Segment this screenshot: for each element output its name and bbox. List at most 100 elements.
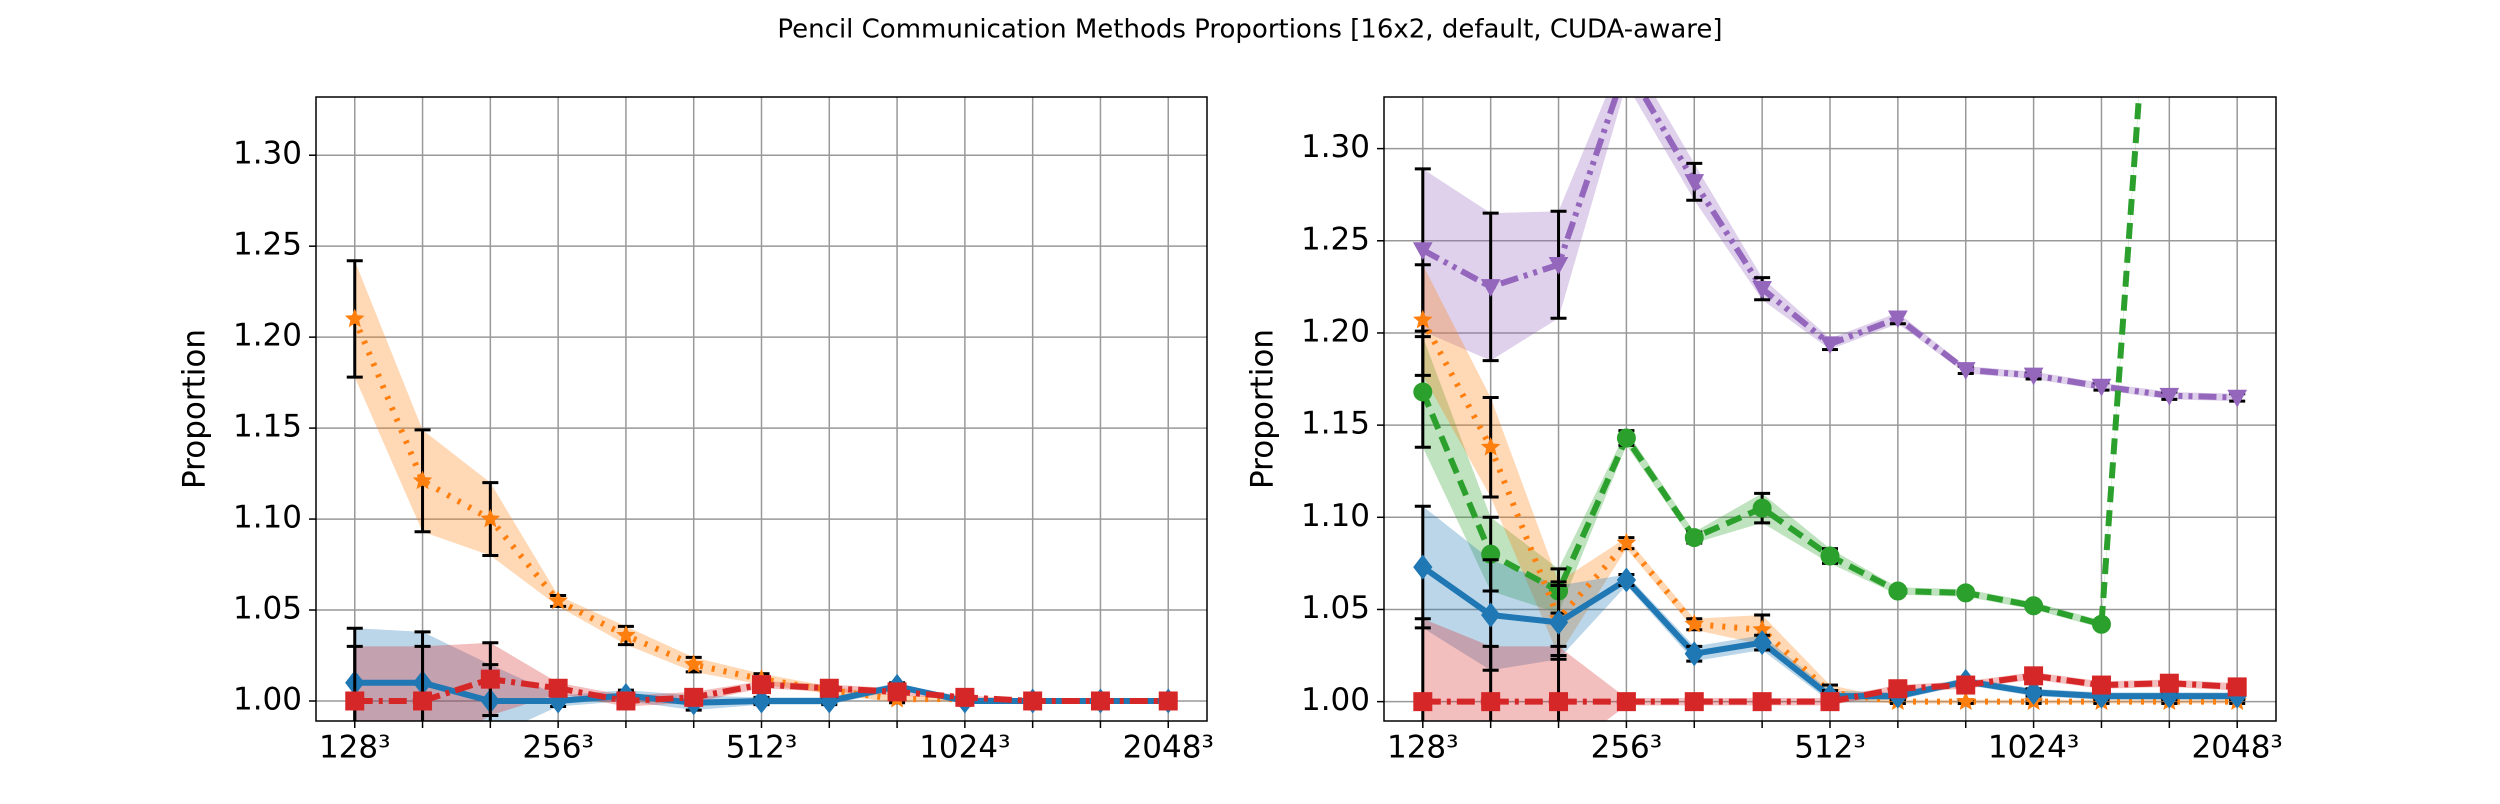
x-tick-label: 128³	[1387, 730, 1459, 766]
y-tick-label: 1.10	[233, 500, 302, 536]
point	[752, 675, 771, 695]
series-line	[1420, 97, 2142, 629]
point	[1412, 242, 1433, 261]
chart: 1.00 1.05 1.10 1.15 1.20 1.25 1.30 128³ 256³ 512³…	[1245, 47, 2283, 766]
point	[2024, 596, 2044, 616]
point	[2159, 673, 2179, 693]
x-tick-label: 2048³	[2192, 730, 2283, 766]
point	[480, 508, 501, 528]
error-bar	[1618, 47, 1634, 84]
y-tick-label: 1.20	[1301, 313, 1370, 349]
point	[1413, 382, 1433, 402]
figure-title: Pencil Communication Methods Proportions…	[777, 15, 1722, 45]
point	[751, 688, 772, 714]
y-tick-label: 1.15	[233, 409, 302, 445]
point	[2024, 666, 2044, 686]
x-tick-label: 1024³	[1988, 730, 2079, 766]
point	[2091, 614, 2111, 634]
point	[2091, 675, 2111, 695]
point	[1617, 58, 1635, 74]
point	[345, 691, 365, 711]
point	[616, 691, 636, 711]
point	[2227, 389, 2248, 408]
point	[2091, 378, 2112, 397]
point	[1684, 528, 1704, 548]
point	[1684, 641, 1704, 667]
plot-area	[344, 259, 1179, 721]
point	[413, 691, 433, 711]
point	[1820, 692, 1840, 712]
y-tick-label: 1.25	[233, 227, 302, 263]
point	[1820, 336, 1840, 355]
point	[1480, 436, 1501, 456]
y-tick-label: 1.10	[1301, 498, 1370, 534]
point	[1752, 498, 1772, 518]
y-tick-label: 1.05	[233, 591, 302, 627]
y-axis-label: Proportion	[177, 329, 213, 489]
point	[1480, 279, 1501, 297]
error-band	[1422, 97, 2140, 628]
point	[1888, 310, 1908, 329]
point	[1616, 428, 1636, 448]
point	[548, 678, 568, 698]
point	[955, 687, 975, 707]
x-tick-label: 128³	[319, 730, 391, 766]
point	[1752, 630, 1772, 656]
point	[2023, 367, 2044, 386]
point	[2159, 387, 2180, 406]
y-tick-label: 1.25	[1301, 221, 1370, 257]
point	[1752, 281, 1772, 299]
x-tick-label: 1024³	[919, 730, 1010, 766]
point	[1481, 602, 1501, 628]
x-tick-label: 256³	[1591, 730, 1663, 766]
point	[1752, 692, 1772, 712]
point	[1684, 174, 1705, 192]
y-tick-label: 1.05	[1301, 590, 1370, 626]
point	[1413, 309, 1433, 329]
point	[1888, 679, 1908, 699]
point	[548, 590, 568, 610]
point	[1413, 554, 1433, 580]
y-axis-label: Proportion	[1245, 329, 1281, 489]
point	[1955, 362, 1976, 380]
point	[1158, 691, 1178, 711]
y-tick-label: 1.30	[1301, 129, 1370, 165]
point	[819, 678, 839, 698]
y-tick-label: 1.20	[233, 318, 302, 354]
point	[1616, 567, 1637, 593]
point	[480, 669, 500, 689]
point	[1888, 581, 1908, 601]
plot-frame	[315, 96, 1208, 722]
point	[887, 682, 907, 702]
point	[2023, 679, 2044, 705]
point	[344, 308, 365, 328]
point	[1684, 613, 1705, 633]
y-tick-label: 1.15	[1301, 406, 1370, 442]
point	[1956, 675, 1976, 695]
y-tick-label: 1.30	[233, 136, 302, 172]
point	[1616, 692, 1636, 712]
point	[1684, 692, 1704, 712]
x-tick-label: 2048³	[1123, 730, 1214, 766]
plot-area	[1412, 47, 2248, 721]
x-tick-label: 512³	[1794, 730, 1866, 766]
point	[2227, 677, 2247, 697]
point	[412, 470, 433, 490]
x-tick-label: 256³	[522, 730, 594, 766]
point	[1023, 691, 1043, 711]
point	[616, 625, 636, 644]
point	[1956, 583, 1976, 603]
point	[1481, 692, 1501, 712]
point	[1090, 691, 1110, 711]
y-tick-label: 1.00	[1301, 682, 1370, 718]
point	[1549, 692, 1569, 712]
point	[1548, 257, 1569, 275]
point	[1548, 609, 1569, 635]
x-tick-label: 512³	[726, 730, 798, 766]
point	[1820, 546, 1840, 566]
point	[684, 687, 704, 707]
point	[1955, 691, 1976, 710]
y-tick-label: 1.00	[233, 681, 302, 717]
plot-frame	[1383, 96, 2277, 722]
